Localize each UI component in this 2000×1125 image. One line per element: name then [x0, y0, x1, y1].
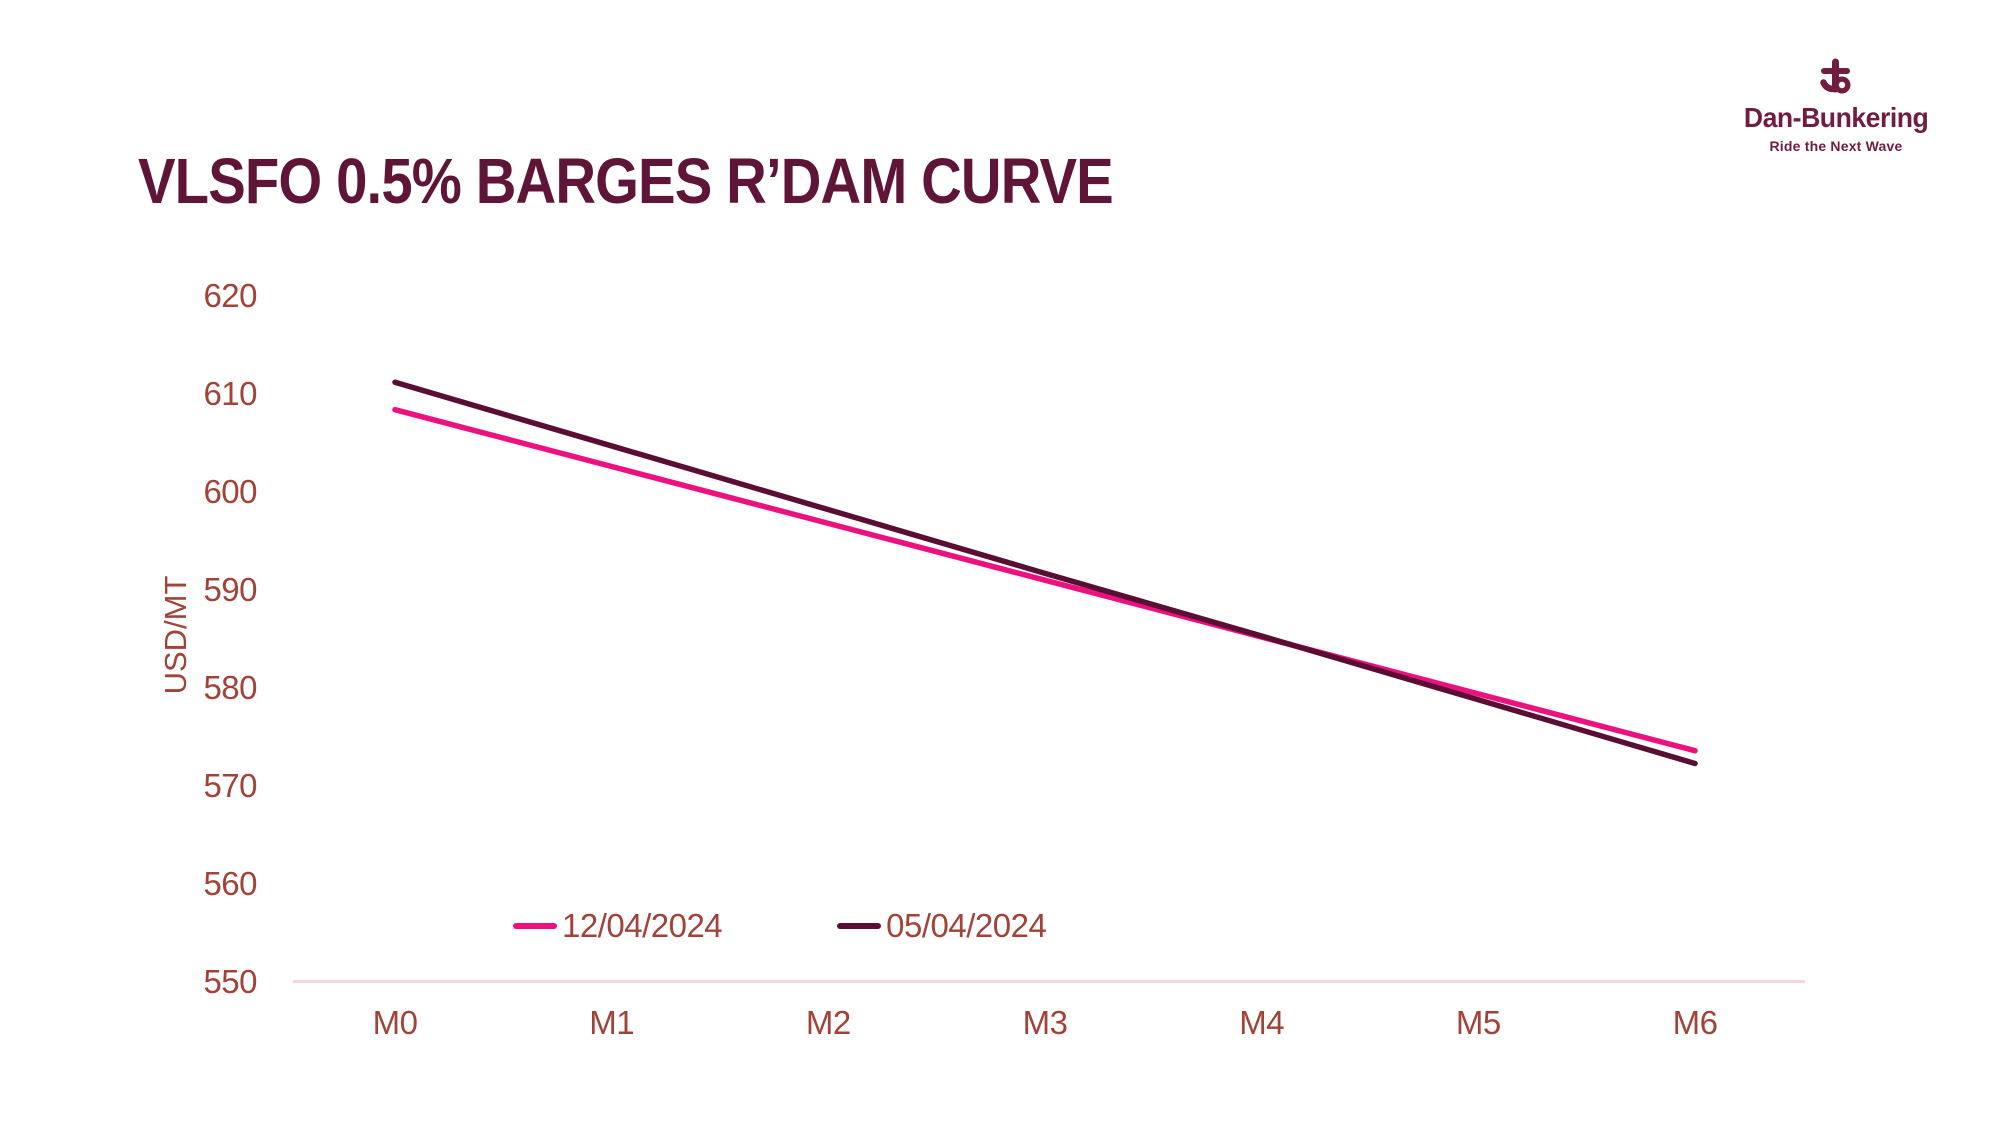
x-tick-label-M4: M4 [1239, 1004, 1285, 1041]
legend-dash-icon [513, 923, 557, 929]
y-tick-label-570: 570 [203, 767, 257, 804]
y-tick-label-600: 600 [203, 473, 257, 510]
logo-tagline: Ride the Next Wave [1769, 138, 1903, 154]
anchor-b-icon [1820, 58, 1851, 94]
x-axis-baseline [293, 980, 1805, 983]
x-tick-label-M6: M6 [1672, 1004, 1718, 1041]
y-tick-label-590: 590 [203, 571, 257, 608]
x-tick-label-M3: M3 [1022, 1004, 1068, 1041]
series-line-12-04-2024 [392, 406, 1698, 754]
logo-wordmark: Dan-Bunkering [1743, 102, 1929, 133]
y-tick-label-620: 620 [203, 277, 257, 314]
y-tick-label-560: 560 [203, 865, 257, 902]
series-line-05-04-2024 [392, 379, 1698, 767]
y-tick-label-580: 580 [203, 669, 257, 706]
legend-label: 05/04/2024 [886, 907, 1047, 944]
legend-item-12-04-2024: 12/04/2024 [513, 905, 723, 947]
legend-item-05-04-2024: 05/04/2024 [837, 905, 1047, 947]
x-tick-label-M2: M2 [805, 1004, 851, 1041]
x-tick-label-M5: M5 [1455, 1004, 1501, 1041]
legend-label: 12/04/2024 [562, 907, 723, 944]
chart-legend: 12/04/2024 05/04/2024 [513, 905, 1047, 947]
y-tick-label-550: 550 [203, 963, 257, 1000]
legend-dash-icon [837, 923, 882, 929]
y-tick-label-610: 610 [203, 375, 257, 412]
chart-title: VLSFO 0.5% BARGES R’DAM CURVE [138, 145, 1114, 217]
dan-bunkering-logo: Dan-Bunkering Ride the Next Wave [1736, 58, 1936, 154]
x-tick-label-M1: M1 [589, 1004, 635, 1041]
x-tick-label-M0: M0 [372, 1004, 418, 1041]
